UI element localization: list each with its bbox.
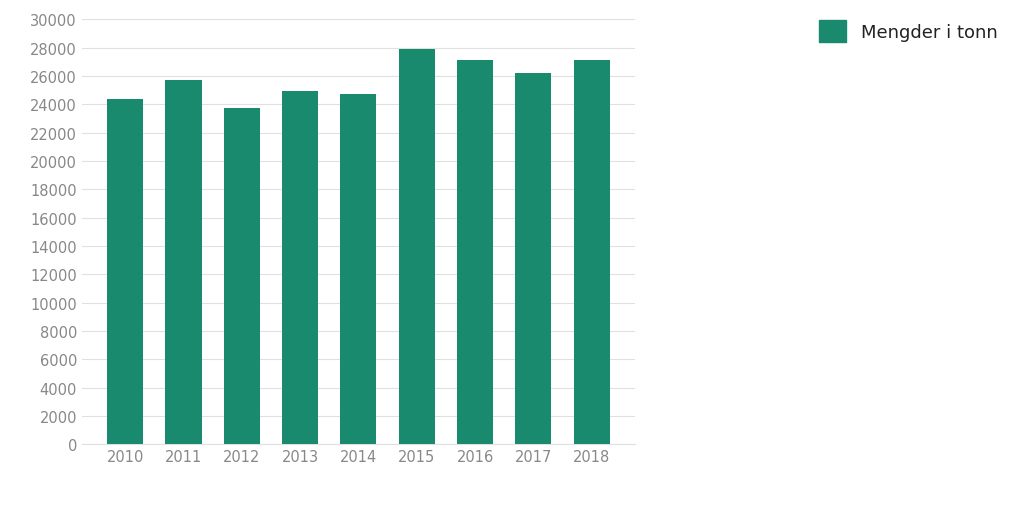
Bar xyxy=(223,109,260,444)
Bar xyxy=(573,61,609,444)
Bar xyxy=(165,81,202,444)
Bar xyxy=(340,95,377,444)
Bar xyxy=(515,74,552,444)
Bar xyxy=(457,61,494,444)
Bar xyxy=(398,50,435,444)
Legend: Mengder i tonn: Mengder i tonn xyxy=(812,14,1005,51)
Bar xyxy=(108,99,143,444)
Bar xyxy=(282,92,318,444)
